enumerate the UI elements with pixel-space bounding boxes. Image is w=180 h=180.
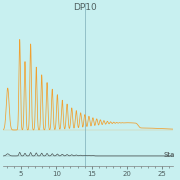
Text: DP10: DP10 bbox=[73, 3, 96, 12]
Text: Sta: Sta bbox=[164, 152, 175, 158]
